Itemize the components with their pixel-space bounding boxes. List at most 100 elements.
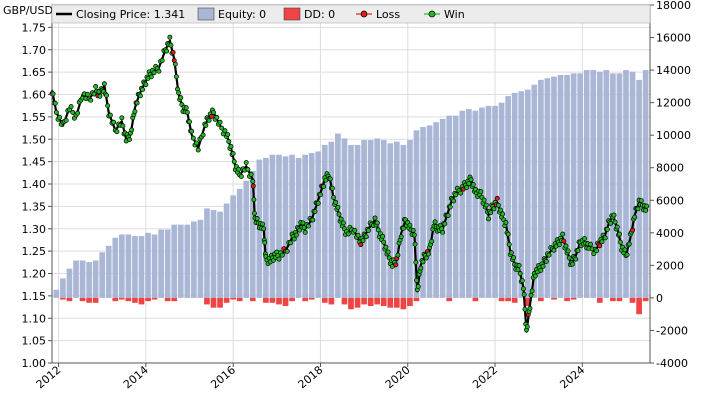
equity-bar xyxy=(629,71,636,298)
equity-bar xyxy=(204,208,210,298)
win-marker xyxy=(104,92,110,98)
win-marker xyxy=(635,206,641,212)
legend-label: Equity: 0 xyxy=(218,8,266,21)
win-marker xyxy=(426,251,431,257)
win-marker xyxy=(254,216,260,221)
legend-label: DD: 0 xyxy=(304,8,335,21)
equity-bar xyxy=(433,122,439,298)
equity-bar xyxy=(197,219,204,298)
win-marker xyxy=(151,70,157,76)
win-marker xyxy=(119,115,125,121)
drawdown-bar xyxy=(132,297,138,303)
win-marker xyxy=(228,143,234,149)
equity-bar xyxy=(413,130,420,298)
equity-bar xyxy=(86,262,92,298)
equity-bar xyxy=(642,70,649,298)
drawdown-bar xyxy=(66,297,73,302)
win-marker xyxy=(540,263,546,269)
equity-bar xyxy=(308,153,315,298)
left-tick-label: 1.05 xyxy=(22,335,47,348)
left-tick-label: 1.00 xyxy=(22,357,47,370)
win-marker xyxy=(230,151,236,157)
legend-swatch-box xyxy=(283,7,301,21)
win-marker xyxy=(140,87,146,93)
win-marker xyxy=(238,173,244,179)
equity-bar xyxy=(289,154,295,298)
win-marker xyxy=(236,166,242,172)
win-marker xyxy=(506,241,512,247)
win-marker xyxy=(395,252,401,258)
drawdown-bar xyxy=(223,297,230,303)
equity-bar xyxy=(511,92,518,298)
drawdown-bar xyxy=(60,297,66,300)
right-tick-label: 10000 xyxy=(656,129,691,142)
equity-bar xyxy=(472,110,479,298)
loss-marker xyxy=(358,242,364,248)
drawdown-bar xyxy=(164,297,171,302)
legend: Closing Price: 1.341 Equity: 0 DD: 0 Loss Wi… xyxy=(51,4,651,24)
win-marker xyxy=(335,204,341,210)
win-marker xyxy=(331,194,336,200)
drawdown-bar xyxy=(570,297,577,300)
equity-bar xyxy=(321,144,328,298)
left-tick-label: 1.10 xyxy=(22,312,47,325)
loss-marker xyxy=(170,49,176,55)
win-marker xyxy=(400,225,406,231)
equity-bar xyxy=(269,154,276,298)
win-marker xyxy=(451,198,457,204)
drawdown-bar xyxy=(498,297,505,302)
right-axis-ticks: -4000 -2000 0 2000 4000 6000 8000 10000 12000 140… xyxy=(650,0,691,370)
win-marker xyxy=(184,109,190,115)
equity-bar xyxy=(623,70,629,298)
win-marker xyxy=(251,197,257,203)
win-marker xyxy=(107,112,113,118)
win-marker xyxy=(75,110,81,116)
win-marker xyxy=(423,255,429,261)
equity-bar xyxy=(407,140,413,298)
win-marker xyxy=(203,122,209,128)
win-marker xyxy=(588,241,593,247)
win-marker xyxy=(643,207,649,213)
win-marker xyxy=(250,178,256,184)
win-marker xyxy=(546,252,552,258)
equity-bar xyxy=(524,89,531,298)
win-marker xyxy=(622,247,628,253)
win-marker xyxy=(352,227,358,233)
equity-bar xyxy=(53,289,60,298)
win-marker xyxy=(594,248,599,254)
win-marker xyxy=(612,219,618,225)
equity-bar xyxy=(119,234,125,298)
equity-bar xyxy=(616,73,623,298)
drawdown-bar xyxy=(282,297,289,307)
trade-markers xyxy=(49,34,650,333)
win-marker xyxy=(374,220,380,226)
win-marker xyxy=(608,220,614,226)
drawdown-bar xyxy=(629,297,636,303)
win-marker xyxy=(93,83,99,89)
equity-bar xyxy=(636,79,642,298)
win-marker xyxy=(486,216,491,222)
win-marker xyxy=(591,251,597,257)
win-marker xyxy=(453,192,459,198)
win-marker xyxy=(582,236,587,242)
drawdown-bar xyxy=(472,297,479,302)
win-marker xyxy=(336,211,342,217)
win-marker xyxy=(375,227,381,233)
win-marker xyxy=(312,209,318,214)
left-axis-label: GBP/USD xyxy=(3,4,53,17)
win-marker xyxy=(411,232,417,238)
equity-bar xyxy=(66,268,73,298)
win-marker xyxy=(644,203,650,209)
win-marker xyxy=(317,192,323,198)
win-marker xyxy=(156,68,162,74)
equity-bar xyxy=(73,260,79,298)
win-marker xyxy=(478,189,484,195)
win-marker xyxy=(137,93,143,99)
drawdown-bar xyxy=(596,297,603,303)
drawdown-bar xyxy=(610,297,616,302)
drawdown-bar xyxy=(564,297,570,302)
win-marker xyxy=(53,109,59,115)
win-marker xyxy=(148,74,154,80)
win-marker xyxy=(105,103,111,109)
win-marker xyxy=(458,190,464,196)
